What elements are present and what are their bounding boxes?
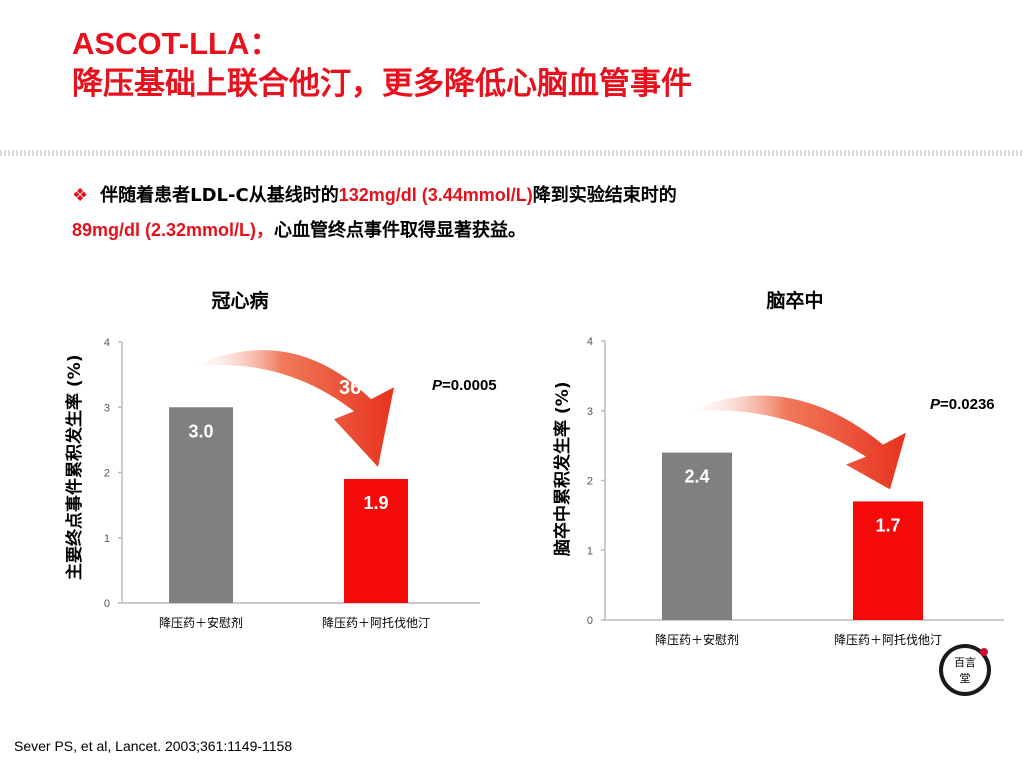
chart-title-stroke: 脑卒中: [766, 290, 824, 312]
bullet-baseline-value: 132mg/dl (3.44mmol/L): [338, 185, 533, 205]
diamond-bullet-icon: ❖: [72, 185, 89, 206]
bar-value-label: 1.7: [875, 515, 900, 535]
bullet-text-3: 心血管终点事件取得显著获益。: [274, 220, 527, 241]
citation: Sever PS, et al, Lancet. 2003;361:1149-1…: [14, 738, 293, 754]
y-tick-label: 0: [104, 598, 110, 610]
y-tick-label: 1: [587, 545, 593, 557]
y-tick-label: 1: [104, 533, 110, 545]
y-tick-label: 4: [104, 337, 110, 349]
bullet-point: ❖ 伴随着患者LDL-C从基线时的132mg/dl (3.44mmol/L)降到实…: [72, 178, 972, 248]
x-category-label: 降压药＋安慰剂: [655, 632, 739, 647]
bar-placebo: [662, 452, 732, 620]
reduction-arrow: [687, 395, 906, 490]
x-category-label: 降压药＋阿托伐他汀: [322, 616, 430, 630]
bar-value-label: 1.9: [363, 493, 388, 513]
svg-text:堂: 堂: [960, 672, 971, 685]
bar-placebo: [169, 407, 233, 603]
bar-value-label: 3.0: [188, 421, 213, 441]
p-value-chd: P=0.0005: [432, 377, 497, 394]
chart-title-chd: 冠心病: [211, 290, 269, 312]
y-tick-label: 0: [587, 615, 593, 627]
title-line-2: 降压基础上联合他汀，更多降低心脑血管事件: [72, 66, 692, 102]
p-value-number: =0.0236: [940, 396, 995, 413]
bullet-text-2: 降到实验结束时的: [532, 185, 677, 206]
seal-logo: 百言 堂: [939, 644, 991, 696]
x-category-label: 降压药＋安慰剂: [159, 615, 243, 630]
title-line-1: ASCOT-LLA：: [72, 26, 281, 61]
p-symbol: P: [930, 396, 941, 413]
reduction-arrow: [191, 350, 394, 468]
y-tick-label: 3: [587, 406, 593, 418]
bullet-text-1: 伴随着患者LDL-C从基线时的: [100, 185, 339, 206]
y-tick-label: 4: [587, 336, 593, 348]
y-tick-label: 2: [104, 468, 110, 480]
slide-title: ASCOT-LLA： 降压基础上联合他汀，更多降低心脑血管事件: [72, 24, 1002, 104]
bullet-endpoint-value: 89mg/dl (2.32mmol/L)，: [72, 220, 275, 240]
bar-atorvastatin: [853, 501, 923, 620]
p-symbol: P: [432, 377, 443, 394]
x-category-label: 降压药＋阿托伐他汀: [834, 633, 942, 647]
bar-value-label: 2.4: [684, 467, 709, 487]
p-value-number: =0.0005: [442, 377, 497, 394]
p-value-stroke: P=0.0236: [930, 396, 995, 413]
y-tick-label: 3: [104, 402, 110, 414]
reduction-label-chd: 36%: [339, 377, 380, 399]
y-tick-label: 2: [587, 476, 593, 488]
divider: [0, 150, 1024, 156]
reduction-label-stroke: 27%: [842, 394, 887, 419]
bar-atorvastatin: [344, 479, 408, 603]
svg-text:百言: 百言: [954, 656, 976, 669]
